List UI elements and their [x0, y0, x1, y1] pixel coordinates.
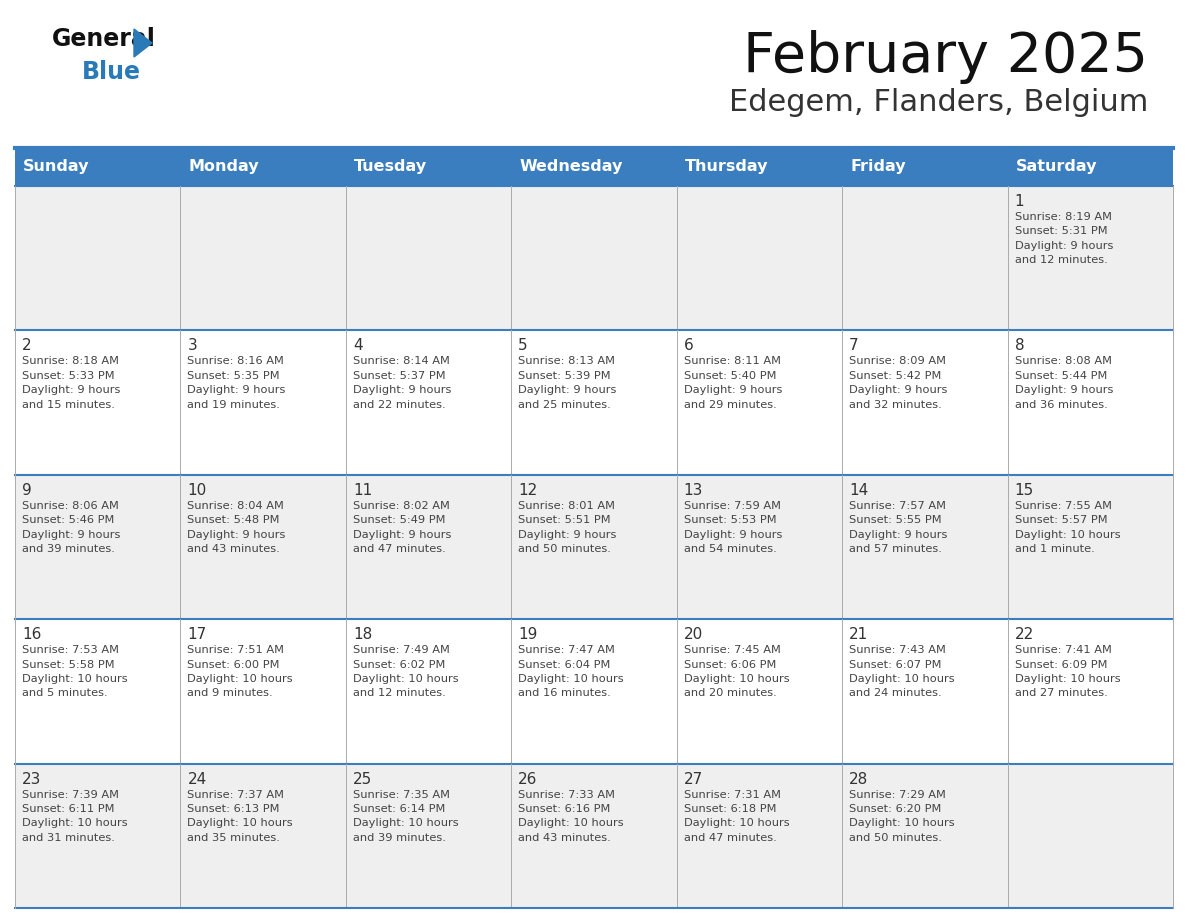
Text: Tuesday: Tuesday — [354, 160, 426, 174]
Text: Sunrise: 7:39 AM
Sunset: 6:11 PM
Daylight: 10 hours
and 31 minutes.: Sunrise: 7:39 AM Sunset: 6:11 PM Dayligh… — [23, 789, 127, 843]
Text: 23: 23 — [23, 772, 42, 787]
Text: 10: 10 — [188, 483, 207, 498]
Text: Sunrise: 7:41 AM
Sunset: 6:09 PM
Daylight: 10 hours
and 27 minutes.: Sunrise: 7:41 AM Sunset: 6:09 PM Dayligh… — [1015, 645, 1120, 699]
Text: Sunrise: 7:35 AM
Sunset: 6:14 PM
Daylight: 10 hours
and 39 minutes.: Sunrise: 7:35 AM Sunset: 6:14 PM Dayligh… — [353, 789, 459, 843]
Text: Sunrise: 8:11 AM
Sunset: 5:40 PM
Daylight: 9 hours
and 29 minutes.: Sunrise: 8:11 AM Sunset: 5:40 PM Dayligh… — [684, 356, 782, 409]
Text: 6: 6 — [684, 339, 694, 353]
Text: 21: 21 — [849, 627, 868, 643]
Text: Sunrise: 7:43 AM
Sunset: 6:07 PM
Daylight: 10 hours
and 24 minutes.: Sunrise: 7:43 AM Sunset: 6:07 PM Dayligh… — [849, 645, 955, 699]
Text: 9: 9 — [23, 483, 32, 498]
Text: Sunrise: 8:08 AM
Sunset: 5:44 PM
Daylight: 9 hours
and 36 minutes.: Sunrise: 8:08 AM Sunset: 5:44 PM Dayligh… — [1015, 356, 1113, 409]
Text: Sunrise: 8:04 AM
Sunset: 5:48 PM
Daylight: 9 hours
and 43 minutes.: Sunrise: 8:04 AM Sunset: 5:48 PM Dayligh… — [188, 501, 286, 554]
Bar — [15, 330, 1173, 475]
Text: 12: 12 — [518, 483, 537, 498]
Text: Sunrise: 7:55 AM
Sunset: 5:57 PM
Daylight: 10 hours
and 1 minute.: Sunrise: 7:55 AM Sunset: 5:57 PM Dayligh… — [1015, 501, 1120, 554]
Text: 13: 13 — [684, 483, 703, 498]
Text: Sunrise: 7:31 AM
Sunset: 6:18 PM
Daylight: 10 hours
and 47 minutes.: Sunrise: 7:31 AM Sunset: 6:18 PM Dayligh… — [684, 789, 789, 843]
Text: 1: 1 — [1015, 194, 1024, 209]
Text: 15: 15 — [1015, 483, 1034, 498]
Text: Sunrise: 7:33 AM
Sunset: 6:16 PM
Daylight: 10 hours
and 43 minutes.: Sunrise: 7:33 AM Sunset: 6:16 PM Dayligh… — [518, 789, 624, 843]
Text: 14: 14 — [849, 483, 868, 498]
Text: Sunrise: 8:14 AM
Sunset: 5:37 PM
Daylight: 9 hours
and 22 minutes.: Sunrise: 8:14 AM Sunset: 5:37 PM Dayligh… — [353, 356, 451, 409]
Text: 11: 11 — [353, 483, 372, 498]
Text: 26: 26 — [518, 772, 538, 787]
Text: 5: 5 — [518, 339, 527, 353]
Bar — [15, 475, 1173, 620]
Text: Edegem, Flanders, Belgium: Edegem, Flanders, Belgium — [728, 88, 1148, 117]
Text: 8: 8 — [1015, 339, 1024, 353]
Text: 2: 2 — [23, 339, 32, 353]
Text: 20: 20 — [684, 627, 703, 643]
Text: 16: 16 — [23, 627, 42, 643]
Text: 25: 25 — [353, 772, 372, 787]
Text: February 2025: February 2025 — [742, 30, 1148, 84]
Text: Sunrise: 8:19 AM
Sunset: 5:31 PM
Daylight: 9 hours
and 12 minutes.: Sunrise: 8:19 AM Sunset: 5:31 PM Dayligh… — [1015, 212, 1113, 265]
Text: 4: 4 — [353, 339, 362, 353]
Text: Sunrise: 8:09 AM
Sunset: 5:42 PM
Daylight: 9 hours
and 32 minutes.: Sunrise: 8:09 AM Sunset: 5:42 PM Dayligh… — [849, 356, 948, 409]
Text: Sunrise: 7:57 AM
Sunset: 5:55 PM
Daylight: 9 hours
and 57 minutes.: Sunrise: 7:57 AM Sunset: 5:55 PM Dayligh… — [849, 501, 948, 554]
Bar — [15, 186, 1173, 330]
Text: Monday: Monday — [189, 160, 259, 174]
Text: Sunrise: 7:49 AM
Sunset: 6:02 PM
Daylight: 10 hours
and 12 minutes.: Sunrise: 7:49 AM Sunset: 6:02 PM Dayligh… — [353, 645, 459, 699]
Text: Sunrise: 7:37 AM
Sunset: 6:13 PM
Daylight: 10 hours
and 35 minutes.: Sunrise: 7:37 AM Sunset: 6:13 PM Dayligh… — [188, 789, 293, 843]
Text: Sunrise: 8:02 AM
Sunset: 5:49 PM
Daylight: 9 hours
and 47 minutes.: Sunrise: 8:02 AM Sunset: 5:49 PM Dayligh… — [353, 501, 451, 554]
Text: 3: 3 — [188, 339, 197, 353]
Text: Friday: Friday — [851, 160, 905, 174]
Text: Sunday: Sunday — [23, 160, 89, 174]
Bar — [15, 148, 1173, 186]
Text: Thursday: Thursday — [684, 160, 769, 174]
Text: 18: 18 — [353, 627, 372, 643]
Text: Sunrise: 7:59 AM
Sunset: 5:53 PM
Daylight: 9 hours
and 54 minutes.: Sunrise: 7:59 AM Sunset: 5:53 PM Dayligh… — [684, 501, 782, 554]
Text: Wednesday: Wednesday — [519, 160, 623, 174]
Text: General: General — [52, 27, 156, 51]
Text: Sunrise: 8:01 AM
Sunset: 5:51 PM
Daylight: 9 hours
and 50 minutes.: Sunrise: 8:01 AM Sunset: 5:51 PM Dayligh… — [518, 501, 617, 554]
Text: Sunrise: 8:16 AM
Sunset: 5:35 PM
Daylight: 9 hours
and 19 minutes.: Sunrise: 8:16 AM Sunset: 5:35 PM Dayligh… — [188, 356, 286, 409]
Text: Sunrise: 7:45 AM
Sunset: 6:06 PM
Daylight: 10 hours
and 20 minutes.: Sunrise: 7:45 AM Sunset: 6:06 PM Dayligh… — [684, 645, 789, 699]
Text: Sunrise: 8:06 AM
Sunset: 5:46 PM
Daylight: 9 hours
and 39 minutes.: Sunrise: 8:06 AM Sunset: 5:46 PM Dayligh… — [23, 501, 120, 554]
Text: 17: 17 — [188, 627, 207, 643]
Text: Sunrise: 7:51 AM
Sunset: 6:00 PM
Daylight: 10 hours
and 9 minutes.: Sunrise: 7:51 AM Sunset: 6:00 PM Dayligh… — [188, 645, 293, 699]
Text: 22: 22 — [1015, 627, 1034, 643]
Bar — [15, 620, 1173, 764]
Text: Sunrise: 7:29 AM
Sunset: 6:20 PM
Daylight: 10 hours
and 50 minutes.: Sunrise: 7:29 AM Sunset: 6:20 PM Dayligh… — [849, 789, 955, 843]
Text: Sunrise: 7:53 AM
Sunset: 5:58 PM
Daylight: 10 hours
and 5 minutes.: Sunrise: 7:53 AM Sunset: 5:58 PM Dayligh… — [23, 645, 127, 699]
Text: 28: 28 — [849, 772, 868, 787]
Text: Sunrise: 8:18 AM
Sunset: 5:33 PM
Daylight: 9 hours
and 15 minutes.: Sunrise: 8:18 AM Sunset: 5:33 PM Dayligh… — [23, 356, 120, 409]
Text: 27: 27 — [684, 772, 703, 787]
Text: Blue: Blue — [82, 60, 141, 84]
Text: 19: 19 — [518, 627, 538, 643]
Text: Saturday: Saturday — [1016, 160, 1097, 174]
Text: 7: 7 — [849, 339, 859, 353]
Text: 24: 24 — [188, 772, 207, 787]
Bar — [15, 764, 1173, 908]
Polygon shape — [134, 29, 152, 57]
Text: Sunrise: 7:47 AM
Sunset: 6:04 PM
Daylight: 10 hours
and 16 minutes.: Sunrise: 7:47 AM Sunset: 6:04 PM Dayligh… — [518, 645, 624, 699]
Text: Sunrise: 8:13 AM
Sunset: 5:39 PM
Daylight: 9 hours
and 25 minutes.: Sunrise: 8:13 AM Sunset: 5:39 PM Dayligh… — [518, 356, 617, 409]
